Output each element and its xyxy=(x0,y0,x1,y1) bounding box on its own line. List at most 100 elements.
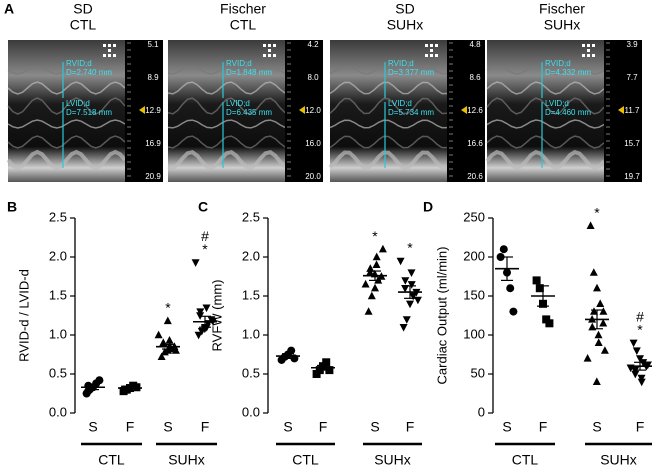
image-title: Fischer xyxy=(220,1,266,17)
y-tick-label: 0 xyxy=(478,404,485,419)
image-title: SUHx xyxy=(544,17,581,33)
y-tick-label: 1.5 xyxy=(49,287,67,302)
marker xyxy=(461,106,467,114)
measurement-label: D=4.332 mm xyxy=(545,68,591,77)
depth-label: 8.0 xyxy=(307,73,319,82)
measurement-label: D=1.848 mm xyxy=(226,68,272,77)
echo-texture xyxy=(167,119,286,129)
icon-dot xyxy=(263,44,266,47)
dot xyxy=(636,355,644,363)
panel-letter: C xyxy=(198,199,208,215)
icon-dot xyxy=(108,44,111,47)
dot xyxy=(643,361,652,370)
echo-texture xyxy=(329,65,448,75)
dot xyxy=(637,378,646,387)
echo-image xyxy=(168,40,285,182)
echo-texture xyxy=(328,150,448,170)
echo-texture xyxy=(486,119,605,129)
dot xyxy=(535,284,544,293)
echo-texture xyxy=(329,97,448,115)
dot xyxy=(632,347,641,355)
dot xyxy=(406,300,414,309)
echo-texture xyxy=(7,97,126,115)
group-label: SUHx xyxy=(168,452,205,468)
significance-mark: * xyxy=(407,240,413,256)
dot xyxy=(322,358,331,367)
dot xyxy=(409,292,418,301)
y-tick-label: 50 xyxy=(471,365,485,380)
echo-texture xyxy=(7,135,126,149)
depth-label: 20.9 xyxy=(145,172,161,181)
dot xyxy=(165,336,174,344)
significance-mark: # xyxy=(636,309,644,325)
icon-dot xyxy=(103,54,106,57)
significance-mark: * xyxy=(637,322,643,338)
dot xyxy=(84,381,93,390)
echo-texture xyxy=(486,65,605,75)
depth-label: 7.7 xyxy=(626,73,638,82)
dot xyxy=(592,377,601,385)
dot xyxy=(532,276,541,285)
dot xyxy=(599,307,608,315)
dot xyxy=(367,291,376,300)
echo-texture xyxy=(7,81,126,95)
icon-dot xyxy=(425,54,428,57)
depth-label: 8.9 xyxy=(147,73,159,82)
depth-label: 20.6 xyxy=(467,172,483,181)
y-tick-label: 150 xyxy=(463,287,485,302)
measurement-label: D=5.734 mm xyxy=(388,108,434,117)
x-tick-label: S xyxy=(370,419,379,435)
y-axis-label: RVFW (mm) xyxy=(209,280,224,352)
echo-texture xyxy=(486,135,605,149)
icon-dot xyxy=(273,44,276,47)
icon-dot xyxy=(273,54,276,57)
icon-dot xyxy=(582,54,585,57)
icon-dot xyxy=(268,54,271,57)
y-tick-label: 1.5 xyxy=(242,287,260,302)
echo-texture xyxy=(486,81,605,95)
depth-label: 5.1 xyxy=(147,40,159,49)
icon-dot xyxy=(113,54,116,57)
icon-dot xyxy=(108,49,111,52)
icon-dot xyxy=(587,49,590,52)
dot xyxy=(378,244,387,253)
depth-label: 3.9 xyxy=(626,40,638,49)
dot xyxy=(154,330,163,339)
icon-dot xyxy=(430,49,433,52)
dot xyxy=(506,284,515,293)
depth-label: 20.0 xyxy=(305,172,321,181)
icon-dot xyxy=(582,44,585,47)
dot xyxy=(372,260,381,268)
marker xyxy=(139,106,145,114)
icon-dot xyxy=(587,54,590,57)
dot xyxy=(600,346,609,354)
icon-dot xyxy=(592,44,595,47)
measurement-label: RVID;d xyxy=(226,59,252,68)
x-tick-label: F xyxy=(406,419,415,435)
dot xyxy=(396,257,405,266)
x-tick-label: F xyxy=(636,419,645,435)
image-title: CTL xyxy=(70,17,97,33)
image-title: Fischer xyxy=(539,1,585,17)
dot xyxy=(371,283,379,292)
depth-label: 15.7 xyxy=(624,139,640,148)
significance-mark: # xyxy=(201,228,209,244)
dot xyxy=(372,252,381,261)
y-tick-label: 2.0 xyxy=(49,248,67,263)
echo-texture xyxy=(7,119,126,129)
icon-dot xyxy=(103,44,106,47)
y-tick-label: 0.0 xyxy=(242,404,260,419)
depth-label: 12.6 xyxy=(467,106,483,115)
dot xyxy=(163,316,172,325)
dot xyxy=(496,253,505,261)
icon-dot xyxy=(430,54,433,57)
y-axis-label: RVID-d / LVID-d xyxy=(16,269,31,362)
depth-label: 4.2 xyxy=(307,40,319,49)
depth-label: 12.0 xyxy=(305,106,321,115)
dot xyxy=(594,338,603,346)
image-title: SD xyxy=(395,1,414,17)
echo-texture xyxy=(485,149,606,171)
measurement-label: LVID;d xyxy=(66,99,90,108)
dot xyxy=(171,346,180,354)
y-tick-label: 200 xyxy=(463,248,485,263)
